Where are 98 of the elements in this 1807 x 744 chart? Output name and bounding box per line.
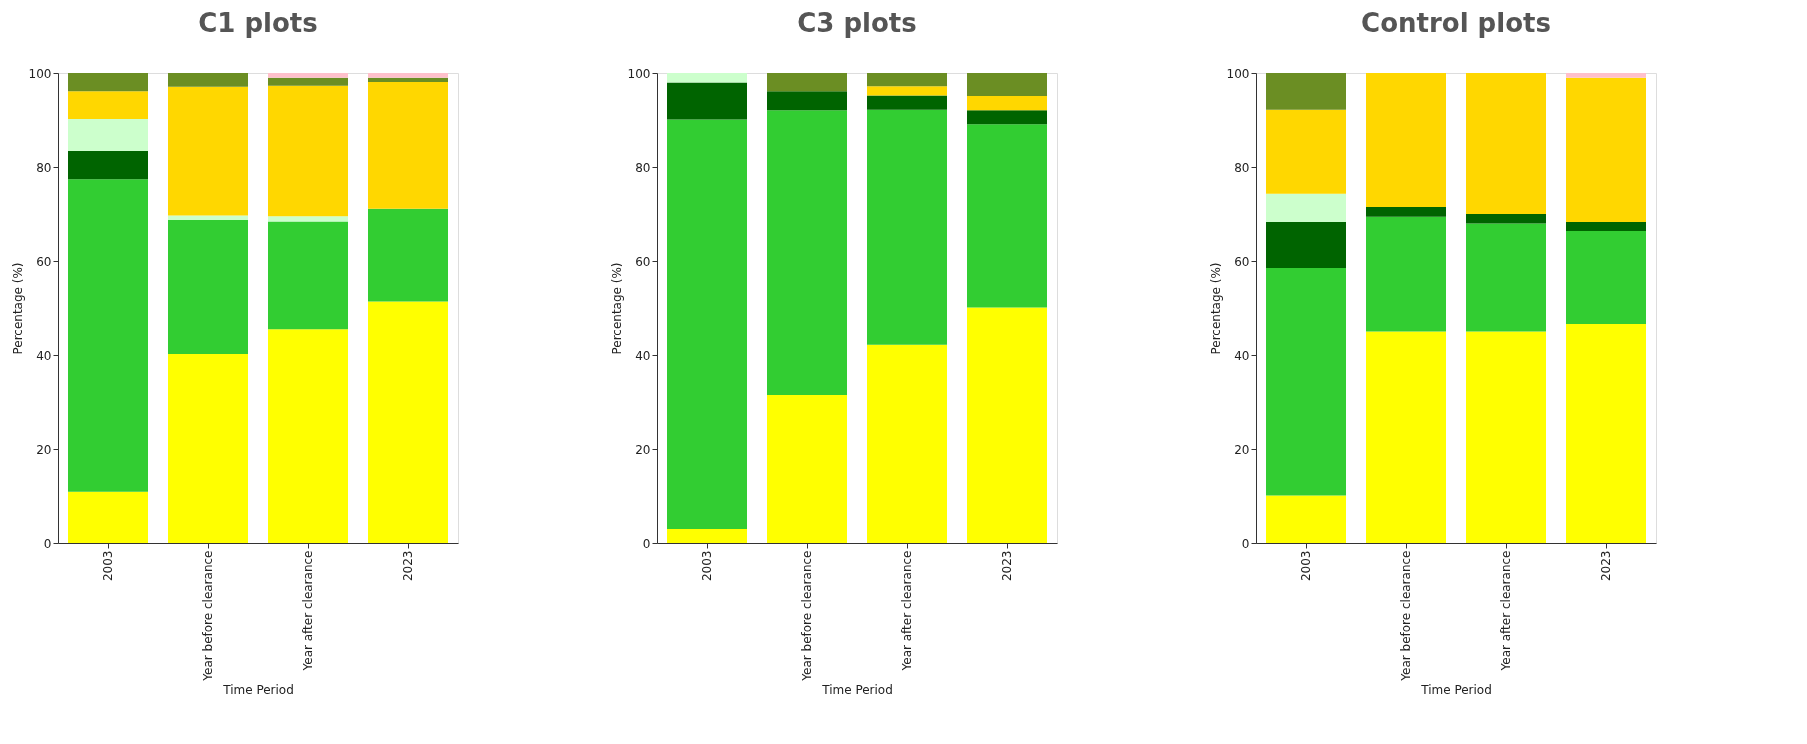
bar — [1566, 73, 1646, 78]
x-tick-label: 2023 — [1000, 550, 1014, 582]
bar — [168, 86, 248, 216]
x-tick-label: 2023 — [1599, 550, 1613, 582]
bar — [1566, 221, 1646, 231]
bar — [1366, 206, 1446, 217]
bar — [268, 85, 348, 217]
bar — [767, 394, 847, 543]
bar — [68, 151, 148, 180]
y-tick-label: 0 — [43, 536, 52, 551]
bar — [967, 124, 1047, 308]
bar — [1566, 77, 1646, 222]
y-tick-label: 0 — [1241, 536, 1250, 551]
bar — [667, 73, 747, 83]
bar — [268, 77, 348, 86]
x-tick-label: Year after clearance — [301, 550, 315, 672]
bar — [967, 307, 1047, 543]
bar — [1466, 214, 1546, 224]
y-axis-title: Percentage (%) — [609, 262, 624, 355]
bar — [68, 119, 148, 152]
chart-title: Control plots — [1361, 8, 1551, 38]
y-tick-label: 80 — [1234, 160, 1250, 175]
bar — [767, 91, 847, 111]
bar — [1466, 73, 1546, 214]
bar — [867, 344, 947, 543]
x-tick-label: Year before clearance — [201, 550, 215, 682]
y-tick-label: 40 — [635, 348, 651, 363]
x-tick-label: 2003 — [1299, 550, 1313, 582]
bar — [1266, 109, 1346, 194]
bar — [767, 73, 847, 92]
y-tick-label: 40 — [36, 348, 52, 363]
bar — [68, 73, 148, 92]
bar — [967, 96, 1047, 111]
bar — [867, 73, 947, 87]
y-tick-label: 0 — [642, 536, 651, 551]
x-tick-label: Year before clearance — [800, 550, 814, 682]
bar — [268, 221, 348, 330]
y-tick-label: 20 — [36, 442, 52, 457]
chart-title: C3 plots — [797, 8, 917, 38]
bar — [1566, 323, 1646, 543]
bar — [68, 91, 148, 120]
bar — [168, 220, 248, 355]
bar — [368, 301, 448, 543]
y-axis-title: Percentage (%) — [10, 262, 25, 355]
x-tick-label: 2023 — [401, 550, 415, 582]
bar — [368, 73, 448, 78]
bar — [1266, 73, 1346, 110]
bar — [667, 82, 747, 120]
x-tick-label: 2003 — [101, 550, 115, 582]
x-axis-title: Time Period — [1420, 682, 1492, 697]
bar — [268, 73, 348, 78]
x-tick-label: Year after clearance — [1499, 550, 1513, 672]
bar — [1266, 221, 1346, 269]
x-axis-title: Time Period — [222, 682, 294, 697]
x-tick-label: Year after clearance — [900, 550, 914, 672]
bar — [867, 109, 947, 345]
bar — [1566, 230, 1646, 324]
bar — [1366, 216, 1446, 332]
bar — [767, 110, 847, 395]
bar — [1466, 223, 1546, 332]
bar — [1366, 73, 1446, 207]
bar — [368, 81, 448, 209]
y-tick-label: 80 — [635, 160, 651, 175]
y-tick-label: 100 — [1226, 66, 1250, 81]
chart-title: C1 plots — [198, 8, 318, 38]
y-tick-label: 60 — [1234, 254, 1250, 269]
bar — [967, 73, 1047, 97]
y-tick-label: 100 — [28, 66, 52, 81]
bar — [667, 528, 747, 543]
bar — [368, 77, 448, 82]
y-tick-label: 100 — [627, 66, 651, 81]
bar — [368, 208, 448, 302]
bar — [68, 179, 148, 492]
y-tick-label: 60 — [635, 254, 651, 269]
y-tick-label: 80 — [36, 160, 52, 175]
bar — [1266, 193, 1346, 222]
bar — [1266, 495, 1346, 543]
bar — [967, 110, 1047, 125]
bar — [867, 86, 947, 96]
y-tick-label: 20 — [1234, 442, 1250, 457]
y-tick-label: 20 — [635, 442, 651, 457]
bar — [667, 119, 747, 529]
x-tick-label: Year before clearance — [1399, 550, 1413, 682]
bar — [1266, 268, 1346, 496]
y-tick-label: 60 — [36, 254, 52, 269]
bar — [168, 215, 248, 221]
y-axis-title: Percentage (%) — [1208, 262, 1223, 355]
bar — [168, 354, 248, 543]
bar — [268, 329, 348, 543]
bar — [1466, 331, 1546, 543]
bar — [867, 95, 947, 110]
x-axis-title: Time Period — [821, 682, 893, 697]
bar — [168, 73, 248, 87]
x-tick-label: 2003 — [700, 550, 714, 582]
bar — [68, 491, 148, 543]
bar — [268, 216, 348, 222]
bar — [1366, 331, 1446, 543]
y-tick-label: 40 — [1234, 348, 1250, 363]
